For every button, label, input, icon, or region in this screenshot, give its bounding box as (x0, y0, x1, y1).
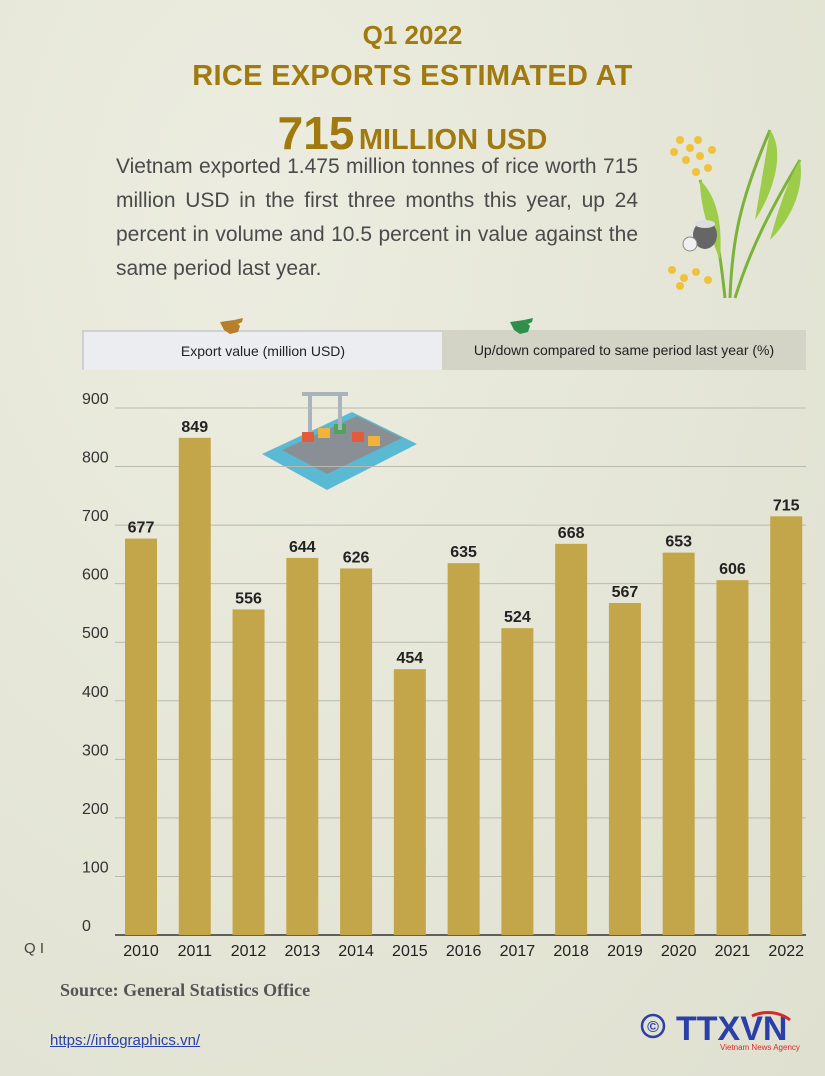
bar-2016 (447, 563, 480, 935)
data-label-2013: 644 (289, 539, 316, 556)
description-text: Vietnam exported 1.475 million tonnes of… (116, 155, 638, 280)
bar-2019 (608, 602, 641, 935)
headline-value: 715 MILLION USD (0, 106, 825, 160)
x-tick-label-2013: 2013 (285, 943, 321, 960)
x-tick-label-2015: 2015 (392, 943, 428, 960)
y-tick-label: 800 (82, 450, 109, 467)
tab-export-value-label: Export value (million USD) (180, 343, 346, 359)
y-tick-label: 100 (82, 859, 109, 876)
data-label-2010: 677 (128, 520, 155, 537)
headline-number: 715 (277, 107, 355, 159)
x-tick-label-2019: 2019 (607, 943, 643, 960)
rice-plant-icon (668, 129, 802, 299)
bar-2020 (662, 552, 695, 935)
x-tick-label-2020: 2020 (661, 943, 697, 960)
data-label-2015: 454 (396, 650, 423, 667)
bar-2021 (716, 580, 749, 935)
y-tick-label: 300 (82, 742, 109, 759)
site-link[interactable]: https://infographics.vn/ (50, 1032, 201, 1049)
x-tick-label-2021: 2021 (715, 943, 751, 960)
y-tick-label: 600 (82, 567, 109, 584)
page-title: RICE EXPORTS ESTIMATED AT (192, 60, 633, 92)
svg-text:TTXVN: TTXVN (676, 1010, 787, 1048)
svg-text:©: © (647, 1019, 659, 1036)
svg-text:Vietnam News Agency: Vietnam News Agency (720, 1043, 800, 1052)
sup-title: Q1 2022 (362, 20, 463, 50)
y-tick-label: 200 (82, 801, 109, 818)
x-tick-label-2012: 2012 (231, 943, 267, 960)
bar-2018 (555, 543, 588, 935)
x-tick-label-2011: 2011 (178, 943, 213, 960)
data-label-2014: 626 (343, 549, 370, 566)
pointing-hand-icon (220, 318, 243, 334)
data-label-2021: 606 (719, 561, 746, 578)
y-tick-label: 0 (82, 918, 91, 935)
ttxvn-logo: © TTXVN Vietnam News Agency (640, 1010, 800, 1052)
y-tick-label: 900 (82, 391, 109, 408)
tab-change-percent-label: Up/down compared to same period last yea… (473, 342, 775, 358)
data-label-2022: 715 (773, 497, 800, 514)
data-label-2018: 668 (558, 525, 585, 542)
y-tick-label: 400 (82, 684, 109, 701)
bar-2022 (770, 516, 803, 935)
pointing-hand-green-icon (510, 318, 533, 334)
x-tick-label-2016: 2016 (446, 943, 482, 960)
data-label-2011: 849 (181, 419, 208, 436)
bar-2013 (286, 557, 319, 935)
bar-2012 (232, 609, 265, 935)
bar-2014 (340, 568, 373, 935)
data-label-2012: 556 (235, 590, 262, 607)
tab-change-percent[interactable]: Up/down compared to same period last yea… (442, 330, 806, 370)
x-tick-label-2010: 2010 (123, 943, 159, 960)
x-tick-label-2018: 2018 (553, 943, 589, 960)
source-note: Source: General Statistics Office (60, 980, 311, 1000)
x-tick-label-2017: 2017 (500, 943, 536, 960)
bar-2011 (178, 437, 211, 935)
x-tick-label-2022: 2022 (768, 943, 804, 960)
data-label-2019: 567 (612, 584, 639, 601)
bar-2017 (501, 628, 534, 935)
bar-2015 (393, 669, 426, 935)
data-label-2020: 653 (665, 534, 692, 551)
bar-2010 (125, 538, 157, 935)
data-label-2016: 635 (450, 544, 477, 561)
x-tick-label-2014: 2014 (338, 943, 374, 960)
y-tick-label: 700 (82, 508, 109, 525)
cargo-port-icon (262, 392, 417, 490)
y-tick-label: 500 (82, 625, 109, 642)
x-axis-prefix: Q I (24, 940, 44, 957)
data-label-2017: 524 (504, 609, 531, 626)
chart-tabs: Export value (million USD) Up/down compa… (82, 318, 806, 370)
bar-chart: 677849556644626454635524668567653606715 … (24, 391, 806, 960)
headline-unit: MILLION USD (358, 124, 548, 156)
tab-export-value[interactable]: Export value (million USD) (82, 330, 442, 370)
